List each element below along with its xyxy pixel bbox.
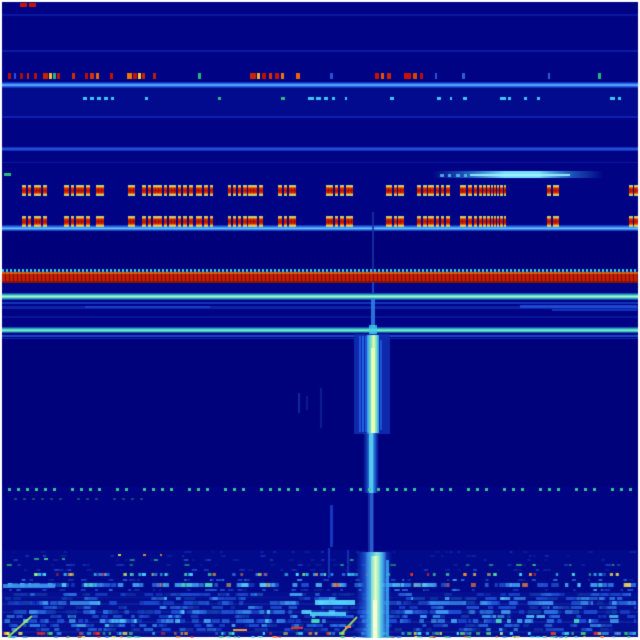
spectrogram-heatmap-canvas <box>0 0 640 640</box>
spectrogram-figure <box>0 0 640 640</box>
